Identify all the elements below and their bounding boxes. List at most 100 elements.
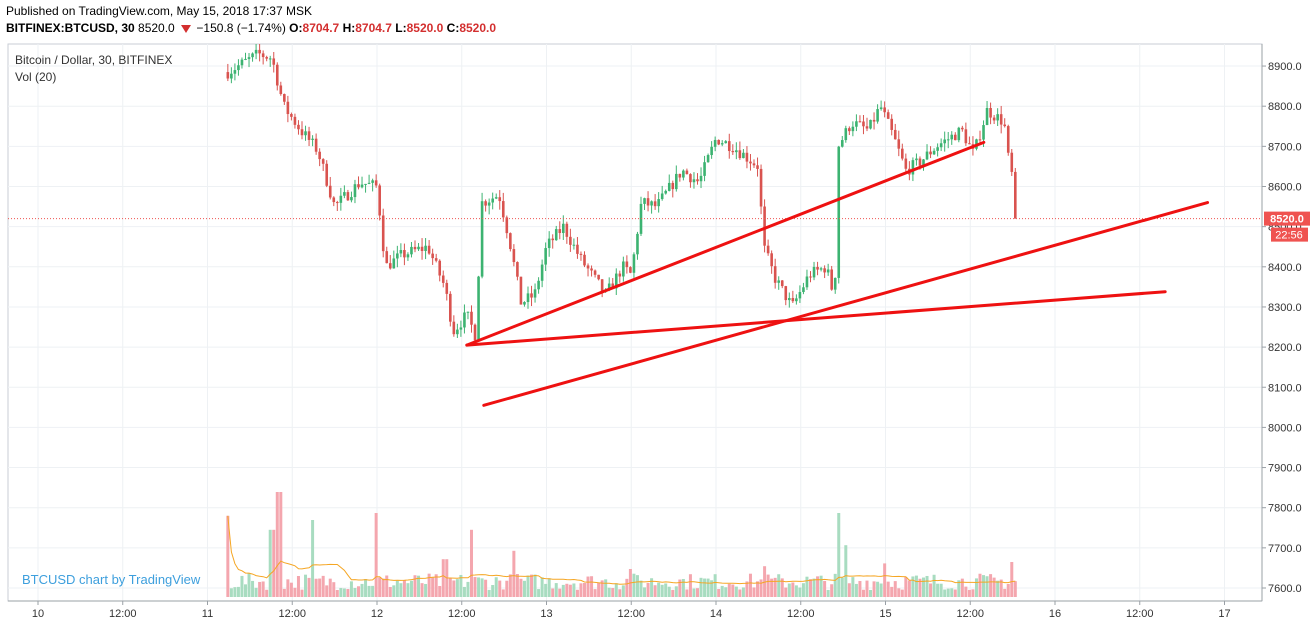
candle-body bbox=[685, 170, 689, 175]
volume-bar bbox=[321, 575, 325, 597]
volume-bar bbox=[515, 573, 519, 597]
candle-body bbox=[773, 266, 777, 283]
volume-bar bbox=[703, 578, 707, 597]
candle-body bbox=[290, 114, 293, 117]
candle-body bbox=[812, 266, 816, 278]
candle-body bbox=[230, 73, 233, 79]
volume-bar bbox=[798, 587, 802, 597]
price-tick-label: 8800.0 bbox=[1268, 101, 1302, 113]
candle-body bbox=[434, 258, 438, 261]
volume-bar bbox=[770, 578, 774, 597]
candle-body bbox=[226, 72, 230, 79]
candle-body bbox=[844, 128, 848, 141]
candle-body bbox=[999, 114, 1003, 125]
volume-bar bbox=[985, 576, 989, 597]
volume-bar bbox=[452, 580, 456, 597]
volume-bar bbox=[477, 577, 481, 597]
time-tick-label: 12:00 bbox=[787, 608, 815, 620]
candle-body bbox=[579, 253, 583, 255]
volume-bar bbox=[448, 578, 452, 597]
candle-body bbox=[657, 199, 660, 207]
volume-bar bbox=[1003, 588, 1007, 597]
high-value: 8704.7 bbox=[355, 21, 392, 35]
volume-bar bbox=[982, 575, 986, 597]
candle-body bbox=[300, 129, 304, 136]
candle-body bbox=[544, 248, 547, 265]
candle-body bbox=[480, 201, 484, 277]
candle-body bbox=[682, 170, 685, 178]
candle-body bbox=[314, 138, 318, 152]
volume-bar bbox=[356, 586, 360, 597]
volume-bar bbox=[999, 579, 1003, 597]
volume-bar bbox=[349, 581, 353, 597]
time-tick-label: 12:00 bbox=[448, 608, 476, 620]
candle-body bbox=[904, 158, 908, 169]
volume-bar bbox=[455, 579, 459, 597]
candle-body bbox=[710, 146, 713, 156]
price-tick-label: 8400.0 bbox=[1268, 262, 1302, 274]
volume-bar bbox=[791, 582, 795, 597]
last-price-badge bbox=[1264, 211, 1310, 226]
candle-body bbox=[406, 254, 410, 258]
time-tick-label: 14 bbox=[710, 608, 722, 620]
volume-bar bbox=[385, 575, 389, 597]
countdown-badge bbox=[1271, 227, 1308, 242]
candle-body bbox=[424, 245, 427, 251]
volume-bar bbox=[745, 581, 749, 597]
candle-body bbox=[752, 163, 756, 166]
volume-bar bbox=[830, 584, 834, 597]
volume-bar bbox=[794, 585, 798, 597]
candle-body bbox=[660, 193, 664, 200]
volume-bar bbox=[519, 578, 523, 597]
volume-bar bbox=[374, 513, 378, 597]
volume-bar bbox=[936, 583, 940, 597]
candle-body bbox=[268, 58, 272, 60]
volume-bar bbox=[275, 492, 279, 597]
volume-bar bbox=[996, 580, 1000, 597]
candle-body bbox=[978, 139, 982, 141]
volume-bar bbox=[756, 581, 760, 597]
candle-body bbox=[727, 141, 731, 152]
candle-body bbox=[516, 262, 519, 277]
candle-body bbox=[523, 302, 526, 305]
candle-body bbox=[240, 59, 244, 66]
candle-body bbox=[283, 94, 286, 102]
tradingview-watermark[interactable]: BTCUSD chart by TradingView bbox=[22, 572, 201, 587]
volume-bar bbox=[494, 577, 498, 597]
volume-bar bbox=[681, 578, 685, 597]
candle-body bbox=[671, 182, 675, 190]
volume-bar bbox=[286, 579, 290, 597]
volume-bar bbox=[522, 580, 526, 597]
candle-body bbox=[265, 57, 268, 59]
candle-body bbox=[353, 184, 357, 198]
plot-area[interactable] bbox=[7, 43, 1263, 602]
time-tick-label: 12:00 bbox=[278, 608, 306, 620]
candle-body bbox=[367, 182, 371, 184]
candle-body bbox=[689, 174, 692, 183]
candle-body bbox=[724, 141, 728, 144]
time-tick-label: 16 bbox=[1049, 608, 1061, 620]
candle-body bbox=[371, 180, 374, 183]
volume-bar bbox=[254, 587, 258, 597]
candle-body bbox=[307, 131, 311, 140]
candle-body bbox=[886, 112, 890, 119]
volume-bar bbox=[667, 586, 671, 597]
volume-bar bbox=[420, 583, 424, 597]
volume-bar bbox=[300, 589, 304, 597]
volume-bar bbox=[861, 589, 865, 597]
volume-bar bbox=[946, 588, 950, 597]
volume-bar bbox=[748, 573, 752, 597]
volume-bar bbox=[558, 588, 562, 597]
volume-bar bbox=[646, 582, 650, 597]
volume-bar bbox=[575, 589, 579, 597]
plot-content bbox=[8, 44, 1262, 597]
volume-bar bbox=[614, 583, 618, 597]
candle-body bbox=[498, 197, 502, 202]
volume-bar bbox=[674, 586, 678, 597]
candle-body bbox=[840, 140, 844, 147]
candle-body bbox=[830, 269, 833, 290]
volume-bar bbox=[590, 576, 594, 597]
price-tick-label: 8300.0 bbox=[1268, 302, 1302, 314]
candle-body bbox=[985, 108, 989, 126]
